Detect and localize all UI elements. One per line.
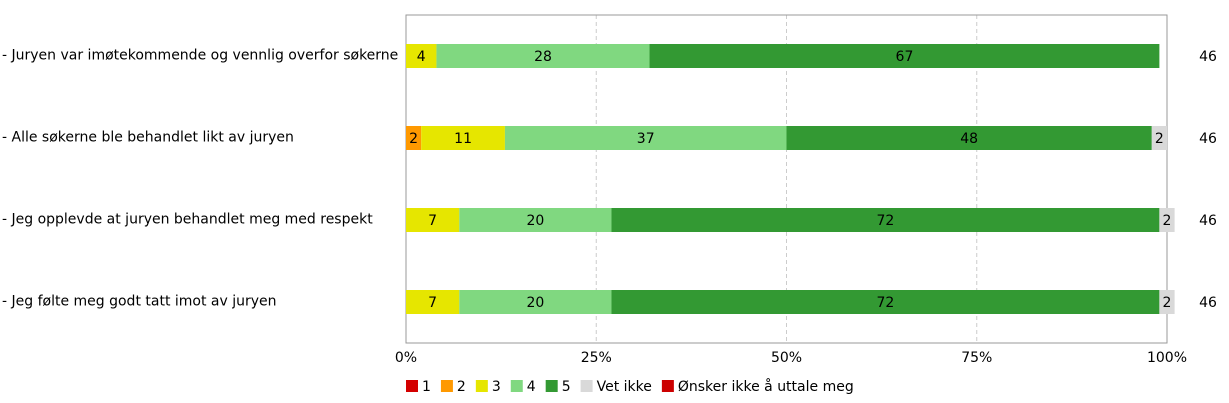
bar-segment: [611, 290, 1160, 314]
x-tick-label: 25%: [581, 350, 612, 366]
legend-label: 5: [562, 379, 571, 395]
category-label: - Juryen var imøtekommende og vennlig ov…: [2, 47, 399, 64]
row-total: 46: [1199, 131, 1217, 147]
legend-label: Ønsker ikke å uttale meg: [678, 378, 854, 395]
value-label: 2: [1155, 131, 1164, 147]
value-label: 72: [877, 295, 895, 311]
bar-segment: [406, 208, 460, 232]
value-label: 2: [1163, 295, 1172, 311]
bar-segment: [1151, 126, 1167, 150]
legend-swatch: [661, 380, 674, 392]
value-label: 11: [454, 131, 472, 147]
value-label: 20: [526, 295, 544, 311]
legend-swatch: [580, 380, 593, 392]
category-label: - Jeg følte meg godt tatt imot av juryen: [2, 293, 277, 310]
bar-segment: [406, 126, 422, 150]
legend-swatch: [510, 380, 523, 392]
bar-segment: [436, 44, 650, 68]
bar-segment: [406, 290, 460, 314]
bar-segment: [649, 44, 1160, 68]
legend-swatch: [406, 380, 418, 392]
plot-border: [405, 14, 1168, 344]
legend-swatch: [475, 380, 488, 392]
category-label: - Jeg opplevde at juryen behandlet meg m…: [2, 211, 373, 228]
bar-segment: [459, 290, 612, 314]
bar-segment: [421, 126, 505, 150]
legend-swatch: [440, 380, 453, 392]
legend-label: 3: [492, 379, 501, 395]
value-label: 48: [960, 131, 978, 147]
value-label: 37: [637, 131, 655, 147]
value-label: 72: [877, 213, 895, 229]
row-total: 46: [1199, 213, 1217, 229]
row-total: 46: [1199, 295, 1217, 311]
bar-segment: [504, 126, 787, 150]
row-total: 46: [1199, 49, 1217, 65]
legend-swatch: [545, 380, 558, 392]
value-label: 4: [417, 49, 426, 65]
legend-label: Vet ikke: [597, 379, 652, 395]
x-tick-label: 50%: [771, 350, 802, 366]
x-tick-label: 0%: [395, 350, 417, 366]
x-tick-label: 75%: [961, 350, 992, 366]
legend-label: 1: [422, 379, 431, 395]
bar-segment: [459, 208, 612, 232]
value-label: 2: [409, 131, 418, 147]
bar-segment: [786, 126, 1152, 150]
category-label: - Alle søkerne ble behandlet likt av jur…: [2, 129, 294, 146]
legend-label: 2: [457, 379, 466, 395]
value-label: 67: [896, 49, 914, 65]
value-label: 28: [534, 49, 552, 65]
legend-label: 4: [527, 379, 536, 395]
bar-segment: [1159, 208, 1175, 232]
value-label: 20: [526, 213, 544, 229]
bar-segment: [611, 208, 1160, 232]
value-label: 2: [1163, 213, 1172, 229]
bar-segment: [406, 44, 437, 68]
bar-segment: [1159, 290, 1175, 314]
value-label: 7: [428, 295, 437, 311]
x-tick-label: 100%: [1147, 350, 1187, 366]
value-label: 7: [428, 213, 437, 229]
